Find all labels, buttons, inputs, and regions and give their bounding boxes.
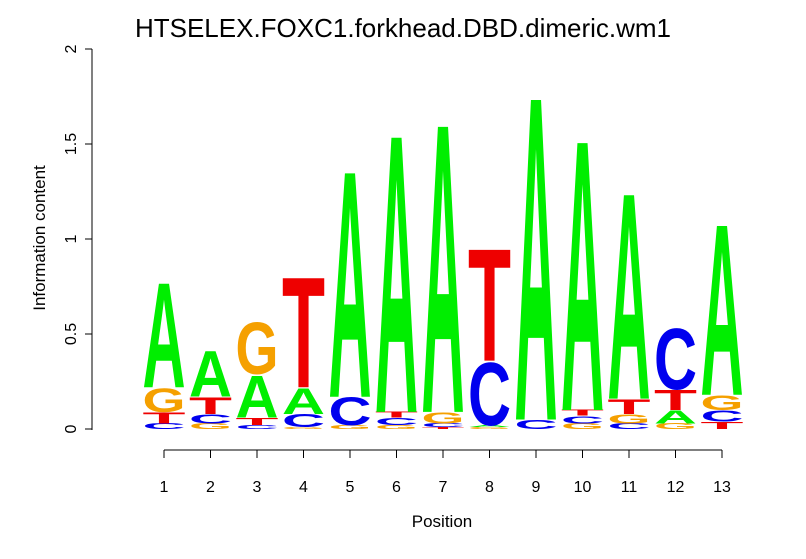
logo-letter-T: T [654, 384, 697, 416]
logo-letter-C: C [143, 422, 186, 431]
x-tick-label: 13 [713, 479, 731, 496]
logo-letter-C: C [236, 424, 279, 430]
logo-letter-T: T [189, 393, 232, 420]
chart-title: HTSELEX.FOXC1.forkhead.DBD.dimeric.wm1 [135, 13, 671, 43]
x-tick-label: 4 [299, 479, 308, 496]
y-axis: 0 0.5 1 1.5 2 [63, 44, 93, 433]
y-tick-label: 0 [63, 424, 80, 433]
x-tick-label: 5 [346, 479, 355, 496]
logo-letter-A: A [701, 172, 744, 447]
logo-letter-A: A [236, 363, 279, 431]
logo-letter-A: A [608, 132, 651, 462]
logo-letter-T: T [375, 410, 419, 419]
x-axis: 1 2 3 4 5 6 7 8 9 10 11 12 13 [160, 449, 731, 496]
logo-letter-C: C [608, 422, 651, 431]
x-tick-label: 12 [667, 479, 685, 496]
logo-letter-T: T [701, 419, 744, 431]
y-tick-label: 2 [63, 44, 80, 53]
logo-letter-G: G [701, 391, 744, 415]
logo-letter-A: A [375, 52, 418, 497]
logo-letter-C: C [515, 417, 558, 432]
logo-letter-A: A [143, 252, 186, 420]
x-tick-label: 3 [253, 479, 262, 496]
y-axis-label: Information content [30, 165, 49, 311]
logo-letter-A: A [561, 59, 604, 492]
x-tick-label: 1 [160, 479, 169, 496]
logo-letter-G: G [282, 427, 325, 430]
x-tick-label: 11 [621, 479, 638, 496]
logo-letter-G: G [654, 422, 697, 431]
logo-letter-A: A [654, 407, 697, 428]
logo-letter-A: A [468, 425, 511, 428]
logo-letter-C: C [282, 411, 325, 432]
logo-letter-T: T [422, 427, 465, 430]
logo-letter-C: C [701, 408, 744, 425]
logo-letter-G: G [375, 424, 418, 430]
logo-letter-T: T [236, 416, 279, 428]
logo-letter-A: A [189, 338, 232, 411]
logo-letter-G: G [422, 409, 465, 427]
logo-letter-C: C [561, 414, 604, 426]
logo-letter-C: C [375, 416, 418, 428]
stack-position-5: GCA [329, 105, 372, 467]
logo-letter-A: A [282, 381, 325, 422]
logo-letter-T: T [608, 395, 651, 419]
logo-letter-G: G [143, 381, 186, 420]
logo-letter-G: G [329, 424, 372, 430]
logo-letter-T: T [468, 217, 511, 396]
y-tick-label: 1.5 [63, 133, 80, 155]
logo-letter-C: C [422, 422, 465, 428]
logo-letter-G: G [468, 427, 511, 430]
logo-letter-A: A [329, 105, 372, 467]
logo-letter-G: G [236, 307, 279, 390]
x-tick-label: 9 [532, 479, 541, 496]
x-tick-label: 2 [206, 479, 215, 496]
logo-letter-T: T [561, 409, 605, 418]
x-tick-label: 8 [485, 479, 494, 496]
logo-letter-A: A [515, 0, 558, 519]
logo-letter-G: G [608, 411, 651, 426]
logo-letter-C: C [654, 310, 697, 408]
x-tick-label: 6 [392, 479, 401, 496]
y-tick-label: 0.5 [63, 323, 80, 345]
y-tick-label: 1 [63, 234, 80, 243]
logo-letter-G: G [561, 422, 604, 431]
logo-letter-C: C [468, 345, 511, 445]
logo-letter-G: G [189, 422, 232, 431]
stack-position-9: CA [515, 0, 558, 519]
x-tick-label: 10 [574, 479, 592, 496]
x-axis-label: Position [412, 512, 472, 531]
logo-letter-T: T [143, 409, 186, 427]
logo-letter-C: C [329, 389, 372, 434]
x-tick-label: 7 [439, 479, 448, 496]
logo-letter-T: T [282, 244, 325, 421]
logo-letter-A: A [422, 37, 465, 500]
logo-letter-C: C [189, 412, 232, 427]
